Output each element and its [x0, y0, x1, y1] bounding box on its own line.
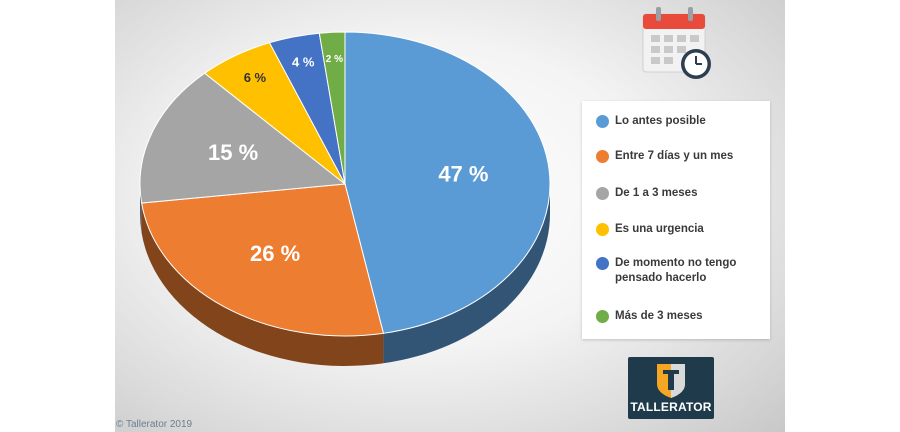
legend-label: Entre 7 días y un mes	[615, 150, 734, 162]
copyright-text: © Tallerator 2019	[116, 419, 193, 430]
pie-slice	[139, 72, 347, 204]
legend-label: De momento no tengo pensado hacerlo	[615, 257, 737, 284]
pie-slice	[141, 183, 385, 337]
pie-data-label: 47 %	[438, 162, 488, 187]
legend-swatch	[596, 257, 609, 270]
pie-data-label: 15 %	[208, 140, 258, 165]
legend-label: Lo antes posible	[615, 115, 706, 127]
pie-data-label: 26 %	[250, 241, 300, 266]
legend-swatch	[596, 187, 609, 200]
legend-swatch	[596, 150, 609, 163]
tallerator-logo: TALLERATOR	[628, 357, 714, 419]
chart-panel: 47 % 26 % 15 % 6 % 4 % 2 % Lo antes posible E…	[115, 0, 785, 432]
pie-data-label: 4 %	[292, 55, 315, 70]
legend-label: Es una urgencia	[615, 223, 704, 235]
legend-swatch	[596, 115, 609, 128]
pie-slice	[318, 31, 346, 185]
legend-swatch	[596, 310, 609, 323]
legend-label: Más de 3 meses	[615, 310, 703, 322]
pie-slice-side	[383, 184, 550, 364]
pie-data-label: 2 %	[326, 54, 343, 65]
chart-legend: Lo antes posible Entre 7 días y un mes D…	[582, 101, 770, 339]
legend-swatch	[596, 223, 609, 236]
calendar-clock-icon	[642, 7, 711, 79]
shield-icon	[657, 364, 685, 398]
pie-slice	[344, 31, 551, 334]
pie-data-label: 6 %	[244, 70, 267, 85]
pie-chart: 47 % 26 % 15 % 6 % 4 % 2 %	[139, 31, 551, 366]
legend-label: De 1 a 3 meses	[615, 187, 698, 199]
logo-text: TALLERATOR	[630, 400, 712, 414]
pie-slice-side	[141, 203, 384, 366]
